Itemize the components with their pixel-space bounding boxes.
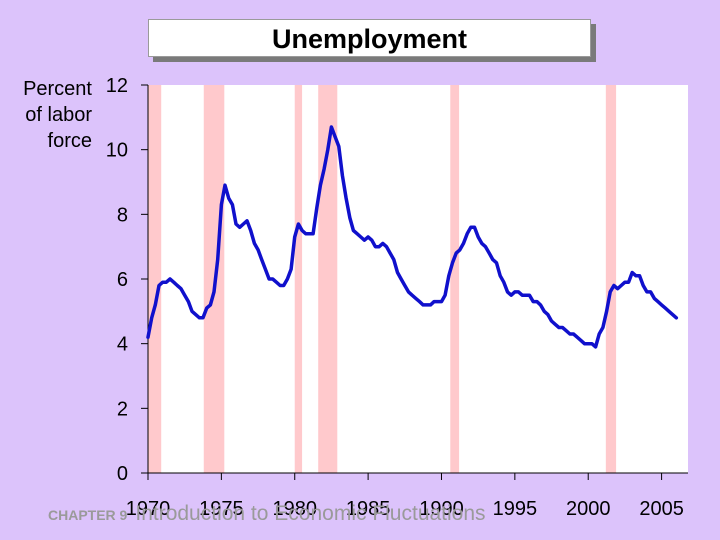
- y-axis-label: Percent of labor force: [6, 76, 92, 154]
- y-tick-label: 4: [117, 334, 128, 356]
- y-tick-label: 10: [106, 140, 128, 162]
- y-tick-label: 2: [117, 398, 128, 420]
- y-axis-label-line: of labor: [25, 104, 92, 126]
- recession-band: [605, 85, 617, 473]
- y-tick-label: 12: [106, 75, 128, 97]
- recession-band: [294, 85, 303, 473]
- y-axis-label-line: force: [47, 130, 92, 152]
- x-tick-label: 1990: [419, 498, 464, 520]
- series-line-unemployment: [146, 125, 679, 349]
- x-tick-label: 1980: [272, 498, 317, 520]
- x-tick-label: 2000: [566, 498, 611, 520]
- x-tick-label: 1975: [199, 498, 244, 520]
- x-tick-label: 1985: [346, 498, 391, 520]
- x-tick-label: 2005: [639, 498, 684, 520]
- slide-footer: CHAPTER 9 Introduction to Economic Fluctu…: [48, 502, 486, 526]
- recession-band: [318, 85, 338, 473]
- x-tick-label: 1970: [126, 498, 171, 520]
- y-tick-label: 6: [117, 269, 128, 291]
- y-tick-label: 8: [117, 204, 128, 226]
- x-tick-label: 1995: [493, 498, 538, 520]
- chart-title: Unemployment: [148, 19, 591, 57]
- recession-band: [450, 85, 460, 473]
- y-axis-label-line: Percent: [23, 78, 92, 100]
- footer-title: Introduction to Economic Fluctuations: [135, 502, 486, 525]
- footer-chapter: CHAPTER 9: [48, 507, 128, 523]
- recession-band: [148, 85, 162, 473]
- plot-background: [148, 85, 688, 473]
- y-tick-label: 0: [117, 463, 128, 485]
